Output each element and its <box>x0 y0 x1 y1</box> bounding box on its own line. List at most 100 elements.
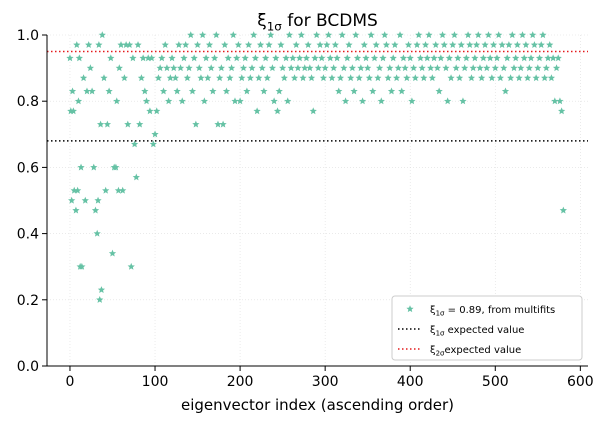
point <box>226 74 234 82</box>
point <box>148 54 156 62</box>
point <box>360 41 368 48</box>
point <box>214 120 222 128</box>
point <box>73 41 81 48</box>
point <box>159 87 168 95</box>
point <box>299 74 307 82</box>
point <box>176 64 185 72</box>
legend-label-symbol: ξ <box>430 325 436 336</box>
point <box>442 64 450 72</box>
point <box>113 97 121 105</box>
point <box>297 31 305 39</box>
point <box>541 74 549 82</box>
point <box>330 64 338 72</box>
point <box>96 120 105 128</box>
point <box>488 74 496 82</box>
point <box>277 41 285 48</box>
point <box>558 107 566 115</box>
point <box>428 74 436 82</box>
point <box>103 120 112 128</box>
point <box>154 74 163 82</box>
point <box>85 41 93 48</box>
point <box>124 120 132 128</box>
point <box>489 41 498 48</box>
chart-title-sub: 1σ <box>267 19 283 33</box>
point <box>77 163 85 171</box>
point <box>74 97 83 105</box>
point <box>306 64 314 72</box>
point <box>539 31 547 39</box>
point <box>236 97 244 105</box>
point <box>275 87 283 95</box>
point <box>549 54 557 62</box>
point <box>420 74 428 82</box>
point <box>219 120 227 128</box>
point <box>503 54 511 62</box>
point <box>127 262 135 270</box>
point <box>216 74 224 82</box>
point <box>83 87 91 95</box>
point <box>158 54 166 62</box>
point <box>267 31 275 39</box>
point <box>171 74 180 82</box>
point <box>279 64 287 72</box>
point <box>313 31 321 39</box>
x-tick-label: 0 <box>66 374 75 390</box>
x-tick-label: 200 <box>227 374 254 390</box>
x-tick-label: 300 <box>312 374 339 390</box>
point <box>455 74 464 82</box>
point <box>381 31 389 39</box>
x-tick-label: 600 <box>567 374 594 390</box>
point <box>166 74 174 82</box>
point <box>515 74 523 82</box>
point <box>146 107 154 115</box>
point <box>262 54 270 62</box>
point <box>547 74 556 82</box>
point <box>452 64 460 72</box>
point <box>258 64 266 72</box>
point <box>370 54 379 62</box>
point <box>193 41 202 48</box>
legend-label-text: = 0.89, from multifits <box>444 305 555 316</box>
point <box>324 31 333 39</box>
x-axis-label: eigenvector index (ascending order) <box>181 396 454 414</box>
point <box>212 31 220 39</box>
y-tick-label: 0.0 <box>17 359 39 375</box>
point <box>100 74 108 82</box>
point <box>137 74 146 82</box>
chart-title-symbol: ξ <box>257 11 266 31</box>
point <box>290 74 299 82</box>
point <box>413 41 421 48</box>
point <box>454 54 462 62</box>
legend-marker <box>406 305 414 313</box>
chart-title: ξ1σ for BCDMS <box>257 11 378 33</box>
point <box>486 54 494 62</box>
point <box>117 41 125 48</box>
point <box>418 64 426 72</box>
point <box>180 54 188 62</box>
point <box>183 74 191 82</box>
point <box>469 64 477 72</box>
point <box>501 87 510 95</box>
point <box>384 74 392 82</box>
point <box>450 31 459 39</box>
point <box>86 64 94 72</box>
point <box>537 41 545 48</box>
point <box>481 41 489 48</box>
point <box>112 163 120 171</box>
legend-label-sub: 1σ <box>436 330 445 338</box>
point <box>347 74 355 82</box>
point <box>285 31 294 39</box>
point <box>462 54 470 62</box>
point <box>440 41 448 48</box>
point <box>197 74 205 82</box>
point <box>523 74 532 82</box>
legend-label: ξ1σ expected value <box>430 325 524 338</box>
point <box>338 31 346 39</box>
point <box>268 64 277 72</box>
point <box>513 41 522 48</box>
point <box>408 97 416 105</box>
point <box>187 31 195 39</box>
point <box>438 31 447 39</box>
point <box>447 74 455 82</box>
